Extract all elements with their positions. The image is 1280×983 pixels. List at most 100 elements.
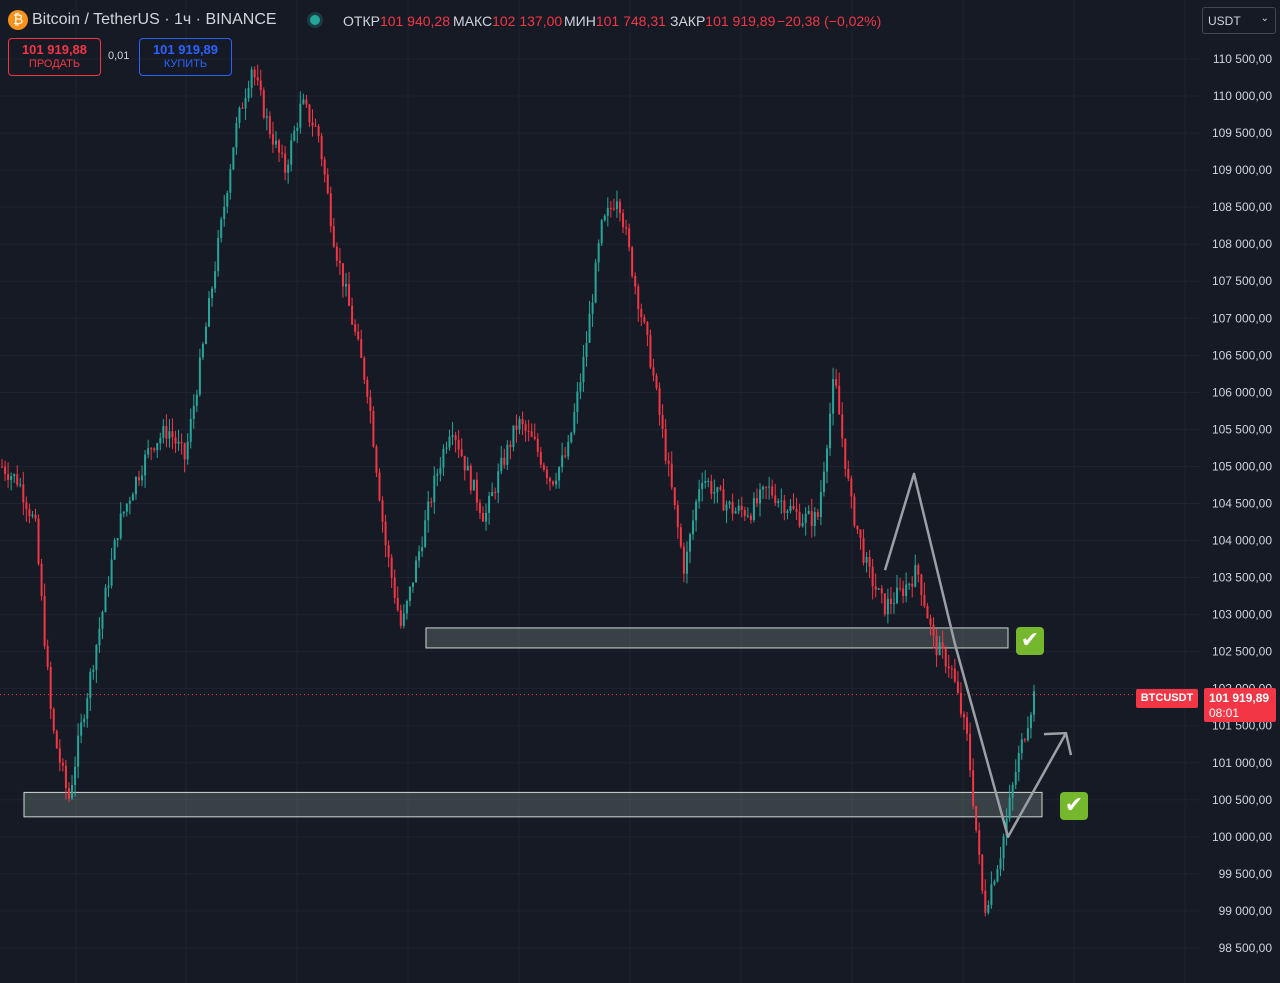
candle-body: [74, 766, 77, 785]
y-tick-label: 110 000,00: [1213, 89, 1272, 103]
candle-body: [713, 492, 716, 494]
candle-body: [877, 588, 880, 590]
y-tick-label: 106 500,00: [1212, 348, 1272, 362]
candle-body: [829, 413, 832, 449]
candle-body: [436, 473, 439, 476]
candle-body: [278, 140, 281, 153]
candle-body: [695, 501, 698, 521]
candle-body: [16, 474, 19, 486]
candle-body: [585, 342, 588, 358]
candle-body: [987, 904, 990, 913]
candle-body: [734, 511, 737, 514]
buy-button[interactable]: 101 919,89 КУПИТЬ: [139, 38, 232, 76]
candle-body: [250, 69, 253, 88]
candle-body: [208, 297, 211, 327]
candle-body: [555, 480, 558, 485]
ohlc-close: ЗАКР101 919,89: [670, 13, 775, 29]
candle-body: [673, 487, 676, 505]
currency-value: USDT: [1208, 14, 1241, 28]
candle-body: [174, 437, 177, 444]
candle-body: [783, 500, 786, 514]
candle-body: [594, 262, 597, 303]
candle-body: [874, 586, 877, 590]
candle-body: [685, 551, 688, 574]
candle-body: [917, 565, 920, 575]
support-zone-upper[interactable]: [425, 627, 1009, 649]
candle-body: [978, 830, 981, 855]
candle-body: [363, 357, 366, 380]
candle-body: [661, 414, 664, 429]
candle-body: [430, 501, 433, 503]
candle-body: [938, 642, 941, 656]
candle-body: [914, 565, 917, 587]
candle-body: [211, 288, 214, 298]
candle-body: [981, 854, 984, 891]
ohlc-open: ОТКР101 940,28: [343, 13, 450, 29]
candle-body: [552, 481, 555, 485]
candle-body: [774, 495, 777, 504]
candle-body: [7, 474, 10, 480]
candle-body: [564, 455, 567, 457]
check-mark-icon: ✔: [1016, 627, 1044, 655]
candle-body: [521, 419, 524, 425]
candle-body: [792, 505, 795, 509]
candle-body: [545, 469, 548, 478]
candle-body: [287, 164, 290, 173]
candle-body: [61, 762, 64, 766]
candle-body: [956, 681, 959, 693]
candle-body: [357, 331, 360, 340]
candle-body: [475, 479, 478, 503]
candle-body: [536, 438, 539, 452]
candle-body: [180, 441, 183, 444]
y-tick-label: 108 500,00: [1212, 200, 1272, 214]
sell-price: 101 919,88: [21, 42, 88, 57]
candle-body: [256, 77, 259, 81]
candle-body: [819, 491, 822, 518]
candle-body: [676, 504, 679, 528]
y-tick-label: 101 000,00: [1212, 756, 1272, 770]
candle-body: [101, 612, 104, 629]
candle-body: [725, 504, 728, 511]
currency-select[interactable]: USDT ⌄: [1202, 7, 1276, 34]
candle-body: [749, 515, 752, 521]
candle-body: [341, 263, 344, 287]
candle-body: [235, 122, 238, 148]
candle-body: [923, 595, 926, 606]
candle-body: [975, 805, 978, 831]
candle-body: [296, 127, 299, 131]
candle-body: [399, 610, 402, 626]
candle-body: [427, 501, 430, 521]
sell-button[interactable]: 101 919,88 ПРОДАТЬ: [8, 38, 101, 76]
candle-body: [1026, 728, 1029, 741]
candle-body: [777, 500, 780, 504]
y-tick-label: 104 000,00: [1212, 534, 1272, 548]
candle-body: [265, 116, 268, 118]
candle-body: [966, 717, 969, 734]
candle-body: [850, 478, 853, 497]
y-tick-label: 105 000,00: [1212, 459, 1272, 473]
candle-body: [762, 486, 765, 490]
symbol-title[interactable]: Bitcoin / TetherUS · 1ч · BINANCE: [32, 11, 277, 28]
candle-body: [150, 448, 153, 450]
candle-body: [220, 219, 223, 238]
candle-body: [865, 556, 868, 563]
candle-body: [789, 505, 792, 512]
ohlc-change: −20,38 (−0,02%): [777, 13, 881, 29]
support-zone-lower[interactable]: [23, 791, 1043, 818]
candle-body: [740, 505, 743, 511]
candle-body: [43, 595, 46, 646]
candle-body: [411, 582, 414, 587]
candle-body: [962, 713, 965, 718]
candle-body: [646, 322, 649, 336]
candle-body: [147, 448, 150, 455]
projection-path[interactable]: [883, 472, 1068, 839]
candle-body: [49, 666, 52, 709]
spread-value: 0,01: [108, 50, 130, 62]
ohlc-high-key: МАКС: [453, 13, 493, 29]
candle-body: [226, 192, 229, 207]
candle-body: [22, 484, 25, 503]
candle-body: [972, 770, 975, 806]
candle-body: [229, 169, 232, 193]
candle-body: [481, 512, 484, 522]
